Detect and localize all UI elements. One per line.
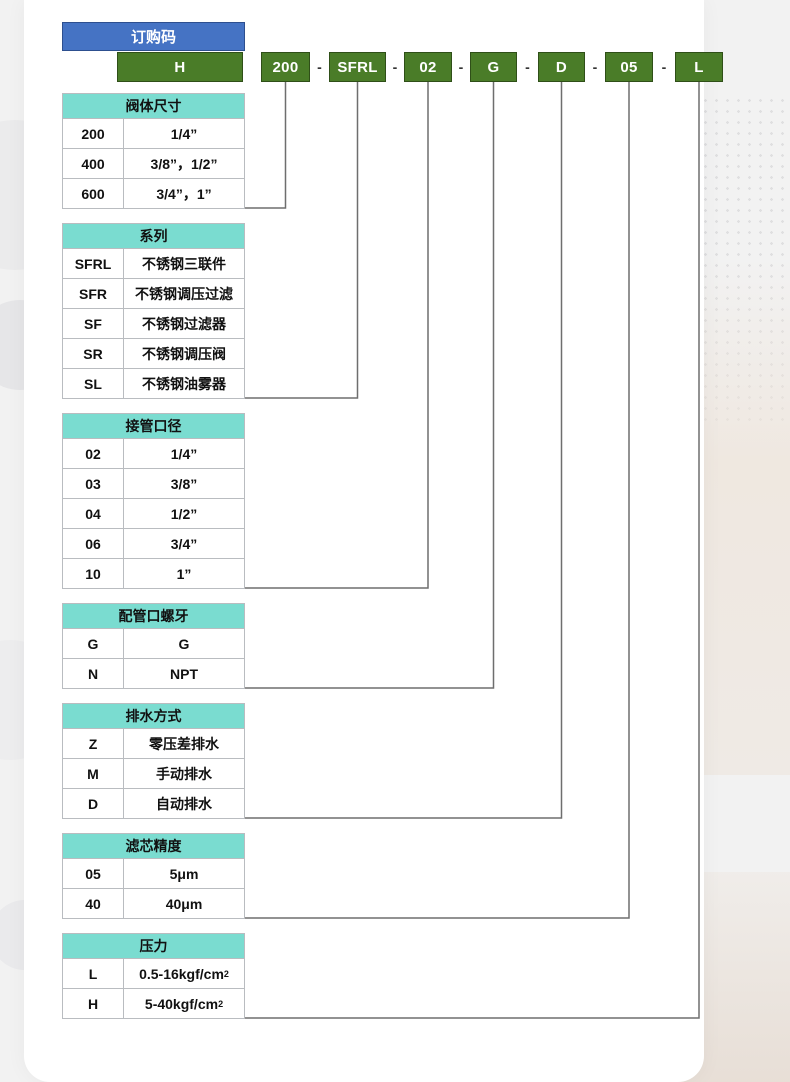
table-row: 200 1/4” (62, 119, 245, 149)
row-description-text: 0.5-16kgf/cm (139, 965, 224, 982)
table-row: L 0.5-16kgf/cm 2 (62, 959, 245, 989)
order-code-header: 订购码 (62, 22, 245, 51)
row-description: 手动排水 (124, 759, 245, 789)
row-description: 不锈钢过滤器 (124, 309, 245, 339)
row-description: 1/4” (124, 439, 245, 469)
table-row: D 自动排水 (62, 789, 245, 819)
spec-table-title: 接管口径 (62, 413, 245, 439)
code-segment-prefix[interactable]: H (117, 52, 243, 82)
row-code: D (62, 789, 124, 819)
row-code: L (62, 959, 124, 989)
row-code: M (62, 759, 124, 789)
table-row: 05 5μm (62, 859, 245, 889)
row-code: SL (62, 369, 124, 399)
table-row: SF 不锈钢过滤器 (62, 309, 245, 339)
row-description: 3/4” (124, 529, 245, 559)
spec-table-title: 滤芯精度 (62, 833, 245, 859)
row-description-text: 5-40kgf/cm (144, 995, 219, 1012)
table-row: SL 不锈钢油雾器 (62, 369, 245, 399)
row-code: 05 (62, 859, 124, 889)
row-code: 03 (62, 469, 124, 499)
spec-table-title: 配管口螺牙 (62, 603, 245, 629)
code-separator: - (592, 59, 598, 75)
row-code: N (62, 659, 124, 689)
table-row: 10 1” (62, 559, 245, 589)
row-description: 5-40kgf/cm 2 (124, 989, 245, 1019)
spec-table-title: 排水方式 (62, 703, 245, 729)
row-code: 04 (62, 499, 124, 529)
spec-table-thread: 配管口螺牙 G G N NPT (62, 603, 245, 689)
row-description: 零压差排水 (124, 729, 245, 759)
code-segment-pressure[interactable]: L (675, 52, 723, 82)
table-row: N NPT (62, 659, 245, 689)
row-description: 3/8” (124, 469, 245, 499)
row-description: 不锈钢三联件 (124, 249, 245, 279)
code-separator: - (317, 59, 322, 75)
row-code: 400 (62, 149, 124, 179)
row-code: 06 (62, 529, 124, 559)
row-description: 0.5-16kgf/cm 2 (124, 959, 245, 989)
code-segment-filter[interactable]: 05 (605, 52, 653, 82)
row-code: SR (62, 339, 124, 369)
code-separator: - (458, 59, 464, 75)
row-description: 1/2” (124, 499, 245, 529)
spec-table-title: 压力 (62, 933, 245, 959)
row-description: 5μm (124, 859, 245, 889)
code-segment-drain[interactable]: D (538, 52, 585, 82)
code-segment-thread[interactable]: G (470, 52, 517, 82)
spec-table-title: 阀体尺寸 (62, 93, 245, 119)
row-description: 自动排水 (124, 789, 245, 819)
spec-table-title: 系列 (62, 223, 245, 249)
code-separator: - (525, 59, 530, 75)
row-description: 3/8”，1/2” (124, 149, 245, 179)
row-code: G (62, 629, 124, 659)
row-code: Z (62, 729, 124, 759)
row-code: SFRL (62, 249, 124, 279)
spec-table-filter: 滤芯精度 05 5μm 40 40μm (62, 833, 245, 919)
row-description: 不锈钢油雾器 (124, 369, 245, 399)
table-row: 400 3/8”，1/2” (62, 149, 245, 179)
table-row: SFRL 不锈钢三联件 (62, 249, 245, 279)
row-description: 1” (124, 559, 245, 589)
row-description: NPT (124, 659, 245, 689)
spec-table-body-size: 阀体尺寸 200 1/4” 400 3/8”，1/2” 600 3/4”，1” (62, 93, 245, 209)
row-description: 不锈钢调压阀 (124, 339, 245, 369)
row-description: 40μm (124, 889, 245, 919)
row-description: 3/4”，1” (124, 179, 245, 209)
table-row: SFR 不锈钢调压过滤 (62, 279, 245, 309)
table-row: 03 3/8” (62, 469, 245, 499)
code-segment-body-size[interactable]: 200 (261, 52, 310, 82)
table-row: 04 1/2” (62, 499, 245, 529)
table-row: 40 40μm (62, 889, 245, 919)
row-description: G (124, 629, 245, 659)
table-row: H 5-40kgf/cm 2 (62, 989, 245, 1019)
spec-table-pressure: 压力 L 0.5-16kgf/cm 2 H 5-40kgf/cm 2 (62, 933, 245, 1019)
table-row: 02 1/4” (62, 439, 245, 469)
row-code: SF (62, 309, 124, 339)
row-code: 200 (62, 119, 124, 149)
table-row: 600 3/4”，1” (62, 179, 245, 209)
table-row: SR 不锈钢调压阀 (62, 339, 245, 369)
code-separator: - (661, 59, 667, 75)
spec-table-series: 系列 SFRL 不锈钢三联件 SFR 不锈钢调压过滤 SF 不锈钢过滤器 SR 不锈钢调压阀 SL… (62, 223, 245, 399)
code-separator: - (392, 59, 398, 75)
row-code: 40 (62, 889, 124, 919)
row-code: 600 (62, 179, 124, 209)
table-row: M 手动排水 (62, 759, 245, 789)
row-code: 02 (62, 439, 124, 469)
row-description: 不锈钢调压过滤 (124, 279, 245, 309)
row-code: SFR (62, 279, 124, 309)
code-segment-series[interactable]: SFRL (329, 52, 386, 82)
table-row: Z 零压差排水 (62, 729, 245, 759)
code-segment-port-size[interactable]: 02 (404, 52, 452, 82)
spec-table-port-size: 接管口径 02 1/4” 03 3/8” 04 1/2” 06 3/4” 10 1” (62, 413, 245, 589)
row-description: 1/4” (124, 119, 245, 149)
spec-table-drain: 排水方式 Z 零压差排水 M 手动排水 D 自动排水 (62, 703, 245, 819)
row-code: H (62, 989, 124, 1019)
row-code: 10 (62, 559, 124, 589)
table-row: 06 3/4” (62, 529, 245, 559)
